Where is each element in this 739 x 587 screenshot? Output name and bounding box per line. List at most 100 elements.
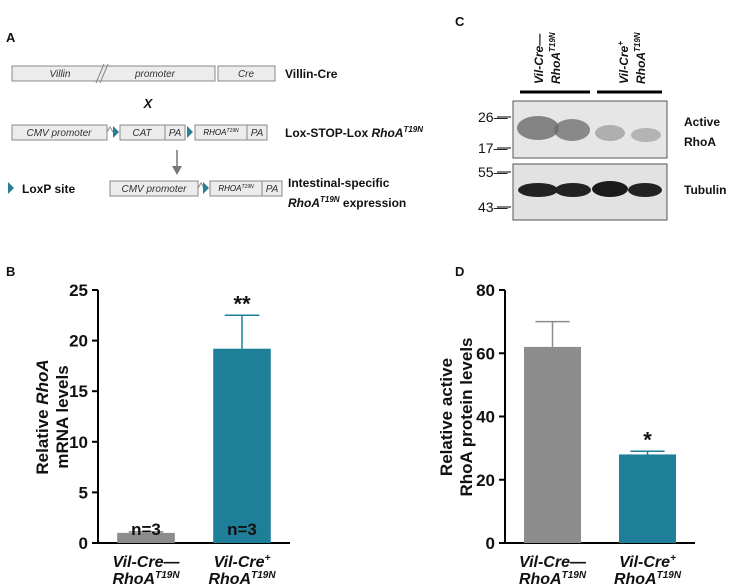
- gene-box: [11, 124, 108, 141]
- panel-letter: D: [455, 264, 464, 279]
- diagram: Villin promoter Cre Villin-Cre X CMV pro…: [8, 63, 423, 210]
- label-part: Vil-Cre: [214, 554, 265, 571]
- label-part: +: [670, 553, 676, 564]
- box-label: Villin: [50, 69, 71, 80]
- n-label: n=3: [227, 520, 257, 539]
- band: [628, 183, 662, 197]
- y-axis-label: Relative active: [437, 358, 456, 476]
- label-part: T19N: [657, 570, 682, 581]
- y-tick-label: 5: [79, 483, 88, 502]
- blot: Vil-Cre— RhoAT19N Vil-Cre+ RhoAT19N 26— …: [478, 32, 726, 221]
- bar: [619, 454, 676, 543]
- lane-label: Vil-Cre+: [616, 41, 631, 84]
- box-label: RHOAT19N: [203, 128, 239, 137]
- gene-box: [11, 65, 216, 82]
- gene-box: [109, 180, 199, 197]
- y-tick-label: 20: [476, 471, 495, 490]
- x-tick-label: Vil-Cre—: [519, 554, 587, 571]
- construct-label: Intestinal-specific: [288, 176, 390, 190]
- box-label: CMV promoter: [26, 128, 92, 139]
- gene-box: [261, 180, 283, 197]
- marker-label: 26—: [478, 109, 508, 125]
- bar: [213, 348, 271, 543]
- y-axis-label: Relative RhoA: [33, 359, 52, 474]
- break-mark: [95, 63, 105, 84]
- band: [554, 119, 590, 141]
- band: [518, 183, 558, 197]
- label-part: Vil-Cre: [619, 554, 670, 571]
- x-tick-label: RhoAT19N: [614, 570, 682, 587]
- band: [555, 183, 591, 197]
- band: [517, 116, 559, 140]
- loxp-site: [187, 126, 193, 138]
- y-tick-label: 0: [486, 534, 495, 553]
- y-tick-label: 20: [69, 332, 88, 351]
- band: [631, 128, 661, 142]
- x-tick-label: RhoAT19N: [208, 570, 276, 587]
- protein-label: Active: [684, 115, 720, 129]
- legend-label: LoxP site: [22, 182, 75, 196]
- marker-label: 43—: [478, 199, 508, 215]
- band: [592, 181, 628, 197]
- loxp-site: [203, 182, 209, 194]
- cross-symbol: X: [143, 96, 154, 111]
- box-label: Cre: [238, 69, 255, 80]
- lane-label: RhoAT19N: [548, 32, 563, 84]
- box-label: promoter: [134, 69, 176, 80]
- marker-label: 17—: [478, 140, 508, 156]
- box-label: PA: [251, 128, 264, 139]
- arrow-head: [172, 166, 182, 175]
- panel-letter: A: [6, 30, 16, 45]
- y-axis-label: mRNA levels: [53, 365, 72, 468]
- box-label: PA: [169, 128, 182, 139]
- x-tick-label: Vil-Cre+: [619, 553, 676, 571]
- label-part: Vil-Cre—: [113, 554, 181, 571]
- label-part: T19N: [155, 570, 180, 581]
- protein-label: Tubulin: [684, 183, 726, 197]
- label-part: RhoA: [614, 571, 657, 587]
- loxp-site: [113, 126, 119, 138]
- lane-label: Vil-Cre—: [532, 33, 546, 84]
- gene-box: [246, 124, 268, 141]
- panel-letter: B: [6, 264, 15, 279]
- marker-label: 55—: [478, 164, 508, 180]
- label-part: RhoA: [112, 571, 155, 587]
- y-tick-label: 40: [476, 408, 495, 427]
- significance: *: [643, 427, 652, 452]
- label-part: T19N: [251, 570, 276, 581]
- construct-label: RhoAT19N expression: [288, 195, 406, 210]
- label-part: Vil-Cre—: [519, 554, 587, 571]
- loxp-site: [8, 182, 14, 194]
- break-mark: [99, 63, 109, 84]
- box-label: RHOAT19N: [218, 184, 254, 193]
- x-tick-label: RhoAT19N: [519, 570, 587, 587]
- n-label: n=3: [131, 520, 161, 539]
- significance: **: [233, 291, 251, 316]
- y-tick-label: 60: [476, 344, 495, 363]
- box-label: CMV promoter: [121, 184, 187, 195]
- bar: [117, 532, 175, 543]
- protein-label: RhoA: [684, 135, 716, 149]
- box-label: PA: [266, 184, 279, 195]
- y-axis-label: RhoA protein levels: [457, 337, 476, 496]
- x-tick-label: Vil-Cre—: [113, 554, 181, 571]
- y-tick-label: 0: [79, 534, 88, 553]
- construct-label: Lox-STOP-Lox RhoAT19N: [285, 125, 423, 140]
- y-tick-label: 80: [476, 281, 495, 300]
- label-part: RhoA: [208, 571, 251, 587]
- label-part: T19N: [562, 570, 587, 581]
- construct-label: Villin-Cre: [285, 67, 338, 81]
- y-tick-label: 15: [69, 382, 88, 401]
- panel-letter: C: [455, 14, 465, 29]
- lane-label: RhoAT19N: [633, 32, 648, 84]
- x-tick-label: RhoAT19N: [112, 570, 180, 587]
- box-label: CAT: [132, 128, 152, 139]
- x-tick-label: Vil-Cre+: [214, 553, 271, 571]
- y-tick-label: 25: [69, 281, 88, 300]
- gene-box: [217, 65, 276, 82]
- y-tick-label: 10: [69, 433, 88, 452]
- connector: [106, 126, 114, 133]
- bar: [524, 346, 581, 543]
- label-part: RhoA: [519, 571, 562, 587]
